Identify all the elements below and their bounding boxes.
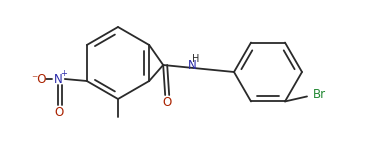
Text: +: + bbox=[61, 69, 67, 77]
Text: Br: Br bbox=[313, 88, 325, 101]
Text: ⁻O: ⁻O bbox=[31, 72, 46, 86]
Text: O: O bbox=[163, 96, 172, 110]
Text: N: N bbox=[54, 72, 62, 86]
Text: N: N bbox=[188, 59, 197, 72]
Text: O: O bbox=[54, 106, 63, 120]
Text: H: H bbox=[192, 54, 199, 64]
